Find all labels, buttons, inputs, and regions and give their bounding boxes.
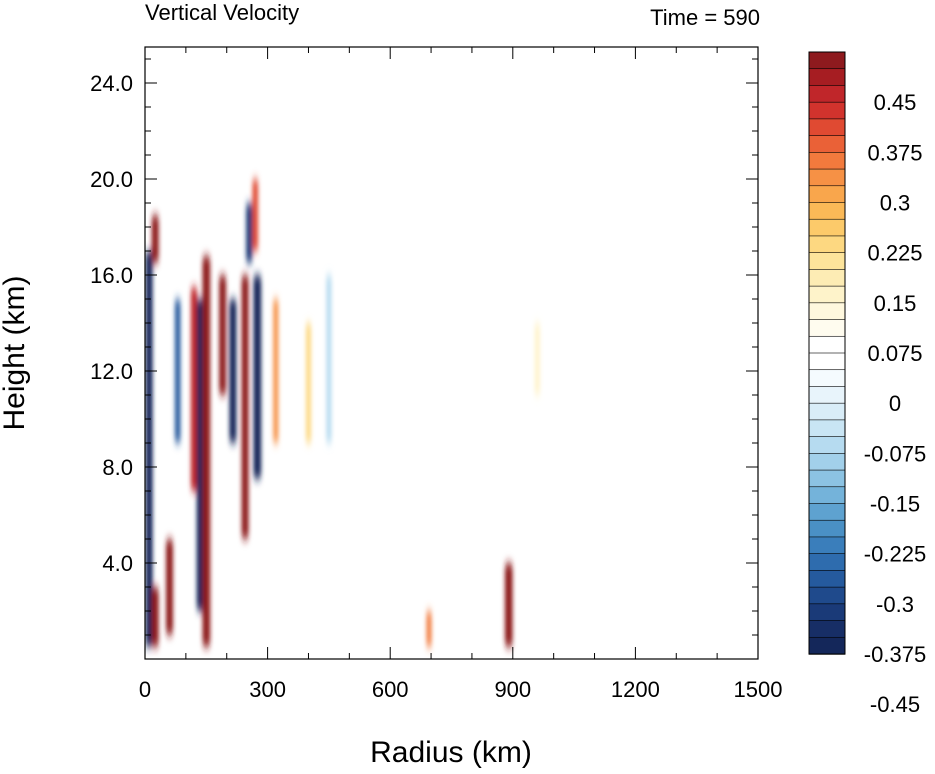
heatmap-cell-0 xyxy=(145,251,153,647)
colorbar-box-9 xyxy=(808,202,846,220)
colorbar-box-25 xyxy=(808,469,846,488)
heatmap-cell-5 xyxy=(190,287,198,491)
heatmap-cell-8 xyxy=(219,275,227,395)
colorbar-box-33 xyxy=(808,603,846,622)
x-tick-label: 600 xyxy=(372,677,409,702)
colorbar-tick-label: 0.225 xyxy=(867,241,922,266)
colorbar-box-15 xyxy=(808,302,846,321)
plot-background xyxy=(145,47,758,659)
colorbar-box-6 xyxy=(808,152,846,170)
colorbar-tick-label: 0.075 xyxy=(867,341,922,366)
colorbar-box-18 xyxy=(808,352,846,371)
heatmap-cell-1 xyxy=(151,587,159,647)
colorbar-box-23 xyxy=(808,436,846,455)
heatmap-cell-2 xyxy=(151,215,159,263)
colorbar-tick-label: -0.3 xyxy=(876,592,914,617)
colorbar: 0.45 0.375 0.3 0.225 0.15 0.075 0 -0.075 -0.15 -0… xyxy=(808,51,926,717)
colorbar-box-11 xyxy=(808,235,846,254)
colorbar-box-27 xyxy=(808,503,846,521)
x-axis-label: Radius (km) xyxy=(370,736,532,769)
colorbar-box-12 xyxy=(808,252,846,271)
heatmap-features xyxy=(145,179,540,648)
plot-frame xyxy=(144,46,759,660)
colorbar-box-21 xyxy=(808,402,846,421)
heatmap-cell-13 xyxy=(253,275,262,479)
chart-subtitle: Time = 590 xyxy=(650,5,760,30)
colorbar-box-7 xyxy=(808,168,846,187)
colorbar-box-30 xyxy=(808,553,846,572)
colorbar-box-17 xyxy=(808,335,846,354)
colorbar-box-4 xyxy=(808,118,846,137)
colorbar-tick-label: 0.375 xyxy=(867,140,922,165)
colorbar-tick-label: 0.45 xyxy=(874,90,917,115)
colorbar-box-14 xyxy=(808,285,846,304)
colorbar-box-16 xyxy=(808,319,846,337)
x-tick-label: 1500 xyxy=(734,677,783,702)
colorbar-box-34 xyxy=(808,620,846,638)
heatmap-cell-11 xyxy=(246,203,253,263)
x-axis: 0 300 600 900 1200 1500 xyxy=(139,47,783,702)
colorbar-box-3 xyxy=(808,101,846,120)
colorbar-box-32 xyxy=(808,586,846,605)
heatmap-cell-4 xyxy=(174,299,181,443)
colorbar-box-5 xyxy=(808,135,846,154)
y-axis: 4.0 8.0 12.0 16.0 20.0 24.0 xyxy=(90,58,758,636)
y-tick-label: 12.0 xyxy=(90,359,133,384)
heatmap-cell-3 xyxy=(166,539,173,635)
heatmap-cell-6 xyxy=(196,299,204,611)
colorbar-box-20 xyxy=(808,386,846,404)
colorbar-box-10 xyxy=(808,218,846,237)
colorbar-box-24 xyxy=(808,453,846,471)
heatmap-cell-10 xyxy=(241,275,249,539)
colorbar-frame xyxy=(808,51,846,655)
colorbar-box-19 xyxy=(808,369,846,388)
heatmap-cell-17 xyxy=(426,611,432,647)
colorbar-box-29 xyxy=(808,536,846,555)
colorbar-box-1 xyxy=(808,68,846,87)
colorbar-tick-label: 0 xyxy=(889,391,901,416)
colorbar-box-31 xyxy=(808,570,846,588)
colorbar-box-35 xyxy=(808,636,846,655)
colorbar-tick-label: -0.225 xyxy=(864,542,926,567)
heatmap-cell-12 xyxy=(252,179,259,251)
y-tick-label: 24.0 xyxy=(90,71,133,96)
x-tick-label: 0 xyxy=(139,677,151,702)
colorbar-box-8 xyxy=(808,185,846,204)
y-tick-label: 4.0 xyxy=(102,551,133,576)
colorbar-box-26 xyxy=(808,486,846,505)
colorbar-tick-label: -0.375 xyxy=(864,642,926,667)
colorbar-tick-label: -0.45 xyxy=(870,692,920,717)
heatmap-cell-9 xyxy=(229,299,237,443)
heatmap-cell-19 xyxy=(534,323,540,395)
heatmap-cell-16 xyxy=(326,275,332,443)
colorbar-box-2 xyxy=(808,85,846,103)
x-tick-label: 900 xyxy=(494,677,531,702)
y-tick-label: 16.0 xyxy=(90,263,133,288)
colorbar-box-28 xyxy=(808,519,846,538)
y-tick-label: 20.0 xyxy=(90,167,133,192)
colorbar-tick-label: -0.15 xyxy=(870,492,920,517)
colorbar-tick-label: -0.075 xyxy=(864,441,926,466)
colorbar-tick-label: 0.15 xyxy=(874,291,917,316)
heatmap-cell-7 xyxy=(202,255,211,648)
y-axis-label: Height (km) xyxy=(0,275,31,430)
x-tick-label: 300 xyxy=(249,677,286,702)
x-tick-label: 1200 xyxy=(611,677,660,702)
colorbar-tick-label: 0.3 xyxy=(880,191,911,216)
chart-title: Vertical Velocity xyxy=(145,0,299,25)
y-tick-label: 8.0 xyxy=(102,455,133,480)
colorbar-box-22 xyxy=(808,419,846,438)
heatmap-cell-14 xyxy=(273,299,279,443)
plot-area xyxy=(144,46,759,660)
colorbar-box-0 xyxy=(808,51,846,70)
heatmap-cell-15 xyxy=(306,323,311,443)
colorbar-box-13 xyxy=(808,269,846,287)
heatmap-cell-18 xyxy=(504,563,513,647)
